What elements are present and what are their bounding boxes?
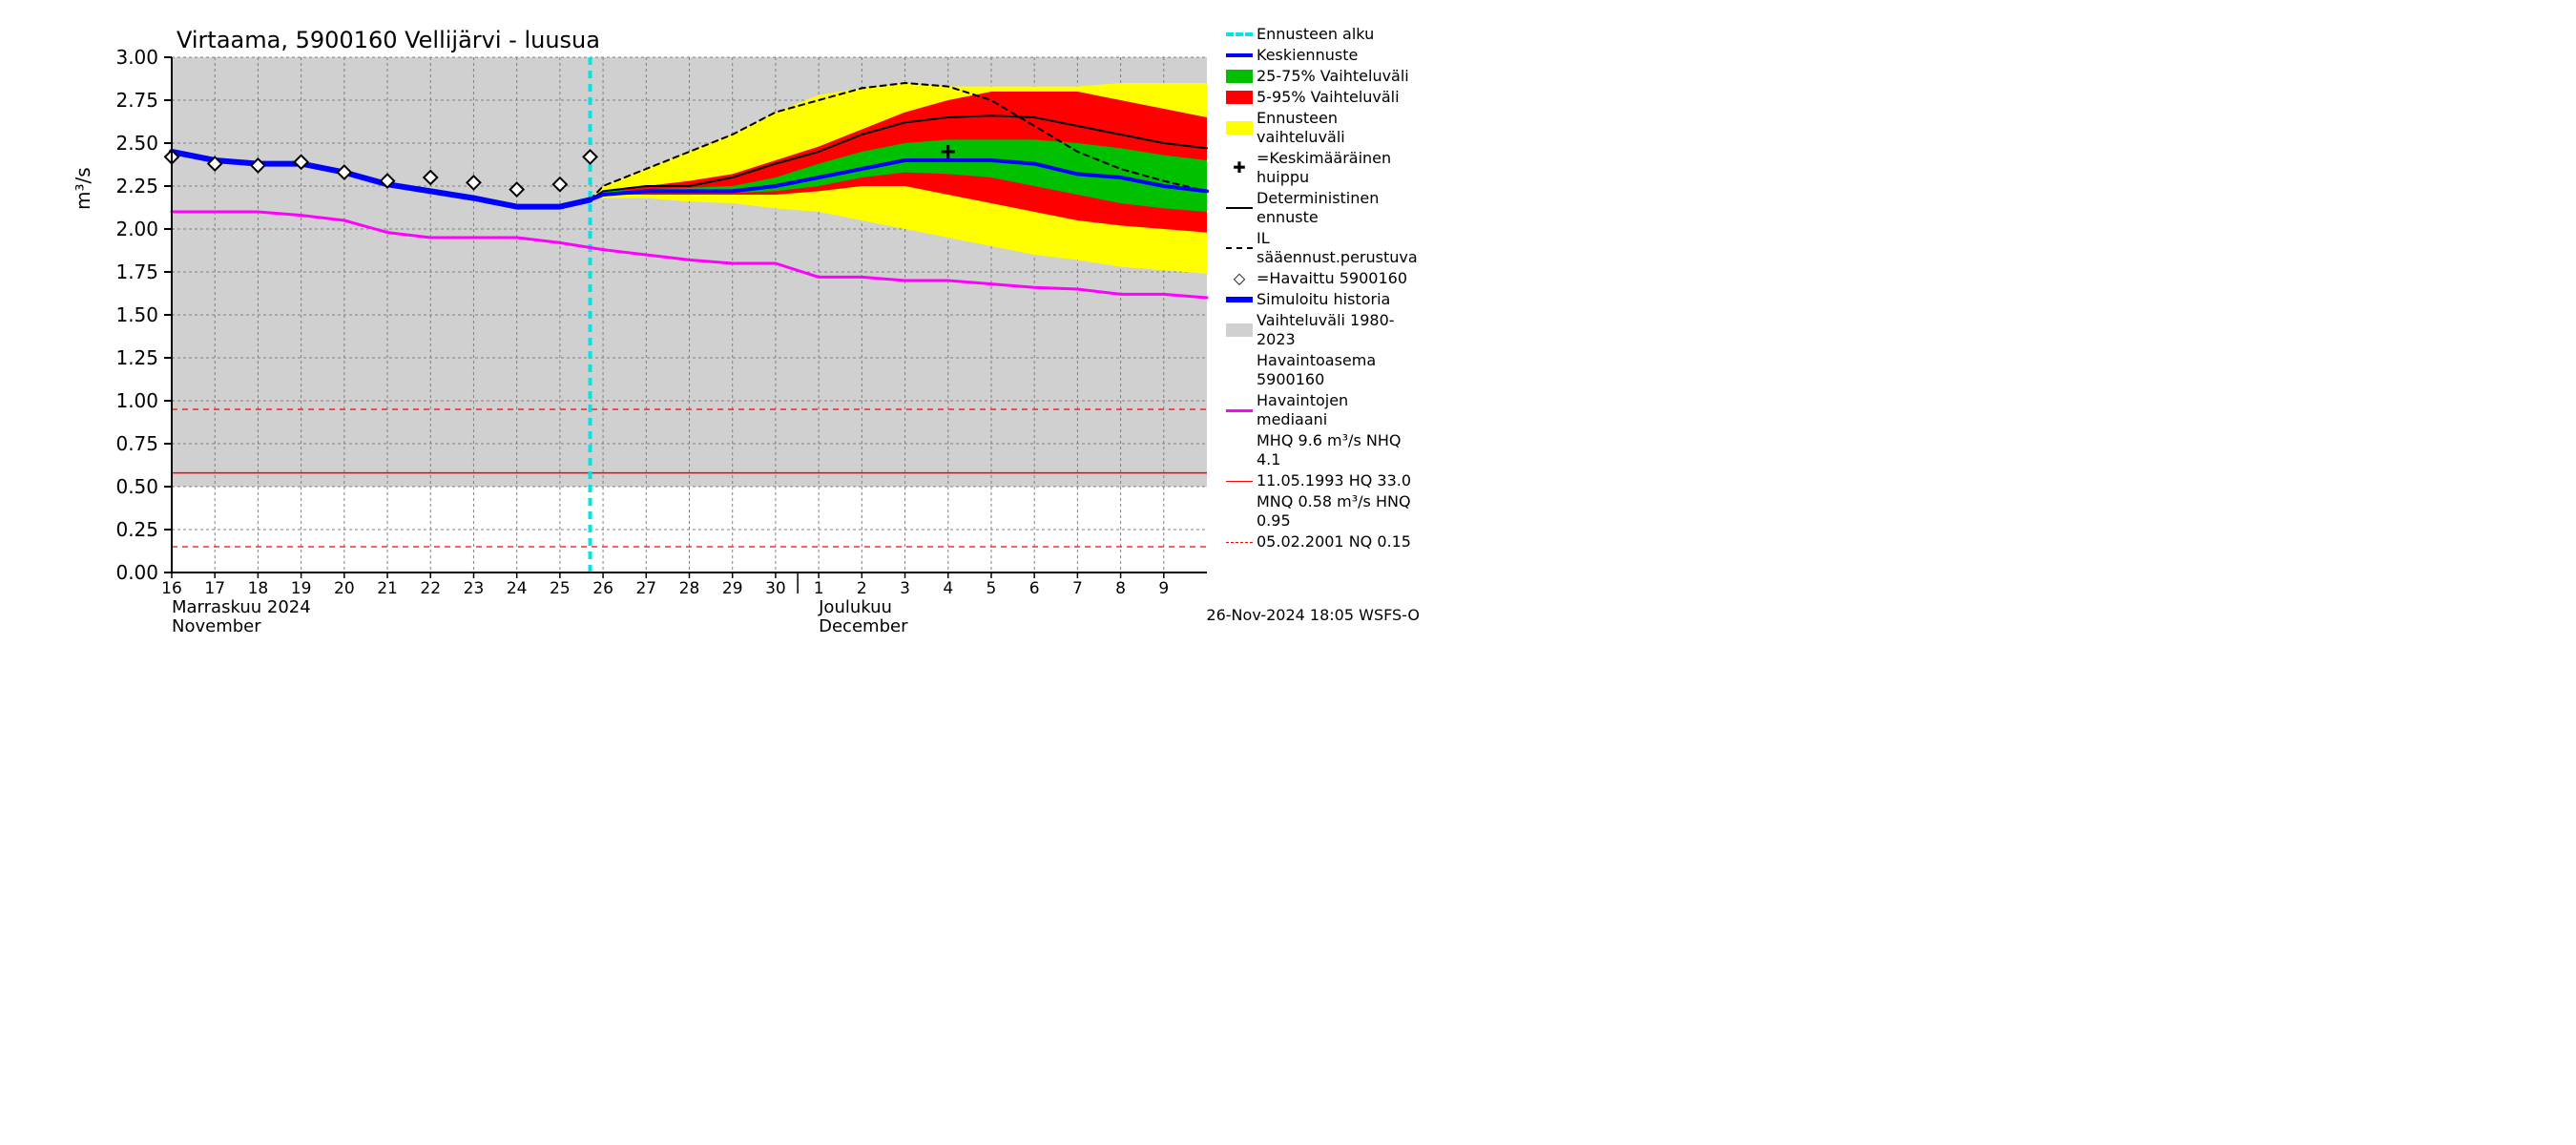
legend-item: MHQ 9.6 m³/s NHQ 4.1 bbox=[1226, 431, 1422, 469]
x-tick-label: 26 bbox=[592, 579, 613, 598]
legend-label: MNQ 0.58 m³/s HNQ 0.95 bbox=[1257, 492, 1422, 531]
legend-label: Havaintojen mediaani bbox=[1257, 391, 1422, 429]
footer-timestamp: 26-Nov-2024 18:05 WSFS-O bbox=[1206, 606, 1420, 624]
legend-swatch bbox=[1226, 70, 1253, 83]
y-tick-label: 2.50 bbox=[115, 132, 158, 155]
legend-label: Ennusteen vaihteluväli bbox=[1257, 109, 1422, 147]
legend-label: Simuloitu historia bbox=[1257, 290, 1422, 309]
legend-swatch bbox=[1226, 297, 1253, 302]
x-tick-label: 5 bbox=[987, 579, 997, 598]
legend-swatch bbox=[1226, 121, 1253, 135]
legend: Ennusteen alku Keskiennuste 25-75% Vaihtel… bbox=[1226, 25, 1422, 553]
x-tick-label: 17 bbox=[204, 579, 225, 598]
chart-title: Virtaama, 5900160 Vellijärvi - luusua bbox=[177, 27, 600, 53]
legend-item: Ennusteen vaihteluväli bbox=[1226, 109, 1422, 147]
x-tick-label: 16 bbox=[161, 579, 182, 598]
legend-label: =Keskimääräinen huippu bbox=[1257, 149, 1422, 187]
legend-item: 5-95% Vaihteluväli bbox=[1226, 88, 1422, 107]
x-tick-label: 3 bbox=[900, 579, 910, 598]
y-tick-label: 0.00 bbox=[115, 561, 158, 584]
chart-container: Virtaama, 5900160 Vellijärvi - luusua Vi… bbox=[0, 0, 1431, 635]
x-tick-label: 18 bbox=[248, 579, 269, 598]
x-tick-label: 4 bbox=[943, 579, 953, 598]
legend-label: Havaintoasema 5900160 bbox=[1257, 351, 1422, 389]
y-tick-label: 1.00 bbox=[115, 389, 158, 412]
legend-item: 11.05.1993 HQ 33.0 bbox=[1226, 471, 1422, 490]
legend-swatch: ◇ bbox=[1226, 272, 1253, 285]
y-tick-label: 1.75 bbox=[115, 260, 158, 283]
legend-item: 05.02.2001 NQ 0.15 bbox=[1226, 532, 1422, 552]
legend-label: Ennusteen alku bbox=[1257, 25, 1422, 44]
y-tick-label: 2.00 bbox=[115, 218, 158, 240]
legend-swatch bbox=[1226, 53, 1253, 57]
legend-item: Deterministinen ennuste bbox=[1226, 189, 1422, 227]
legend-label: Deterministinen ennuste bbox=[1257, 189, 1422, 227]
legend-label: Keskiennuste bbox=[1257, 46, 1422, 65]
y-tick-label: 1.25 bbox=[115, 346, 158, 369]
x-tick-label: 27 bbox=[635, 579, 656, 598]
x-tick-label: 23 bbox=[464, 579, 485, 598]
legend-swatch bbox=[1226, 323, 1253, 337]
x-tick-label: 9 bbox=[1158, 579, 1169, 598]
legend-label: Vaihteluväli 1980-2023 bbox=[1257, 311, 1422, 349]
month-label-fi: Marraskuu 2024 bbox=[172, 597, 311, 617]
y-tick-label: 0.25 bbox=[115, 518, 158, 541]
legend-item: 25-75% Vaihteluväli bbox=[1226, 67, 1422, 86]
x-tick-label: 21 bbox=[377, 579, 398, 598]
legend-swatch bbox=[1226, 409, 1253, 412]
x-tick-label: 1 bbox=[814, 579, 824, 598]
plot-svg: 0.00 0.25 0.50 0.75 1.00 1.25 1.50 1.75 2.00 2.25… bbox=[0, 0, 1431, 635]
legend-label: 25-75% Vaihteluväli bbox=[1257, 67, 1422, 86]
x-tick-label: 28 bbox=[679, 579, 700, 598]
legend-item: MNQ 0.58 m³/s HNQ 0.95 bbox=[1226, 492, 1422, 531]
legend-label: MHQ 9.6 m³/s NHQ 4.1 bbox=[1257, 431, 1422, 469]
legend-label: 05.02.2001 NQ 0.15 bbox=[1257, 532, 1422, 552]
legend-label: =Havaittu 5900160 bbox=[1257, 269, 1422, 288]
y-tick-label: 3.00 bbox=[115, 46, 158, 69]
legend-swatch bbox=[1226, 207, 1253, 209]
x-tick-label: 7 bbox=[1072, 579, 1083, 598]
legend-item: IL sääennust.perustuva bbox=[1226, 229, 1422, 267]
month-label-en: November bbox=[172, 616, 261, 635]
x-tick-label: 19 bbox=[291, 579, 312, 598]
legend-item: Havaintojen mediaani bbox=[1226, 391, 1422, 429]
x-tick-label: 25 bbox=[550, 579, 571, 598]
month-label-en: December bbox=[819, 616, 908, 635]
x-tick-label: 22 bbox=[420, 579, 441, 598]
legend-item: Simuloitu historia bbox=[1226, 290, 1422, 309]
legend-item: Havaintoasema 5900160 bbox=[1226, 351, 1422, 389]
legend-swatch: ✚ bbox=[1226, 161, 1253, 175]
y-tick-label: 1.50 bbox=[115, 303, 158, 326]
legend-item: Vaihteluväli 1980-2023 bbox=[1226, 311, 1422, 349]
y-tick-label: 2.75 bbox=[115, 89, 158, 112]
legend-swatch bbox=[1226, 481, 1253, 482]
legend-swatch bbox=[1226, 32, 1253, 36]
legend-swatch bbox=[1226, 91, 1253, 104]
legend-item: Keskiennuste bbox=[1226, 46, 1422, 65]
month-label-fi: Joulukuu bbox=[818, 597, 892, 617]
x-tick-label: 8 bbox=[1115, 579, 1126, 598]
legend-item: ✚ =Keskimääräinen huippu bbox=[1226, 149, 1422, 187]
legend-swatch bbox=[1226, 542, 1253, 543]
x-tick-label: 29 bbox=[722, 579, 743, 598]
x-tick-label: 30 bbox=[765, 579, 786, 598]
y-tick-label: 0.50 bbox=[115, 475, 158, 498]
legend-label: 5-95% Vaihteluväli bbox=[1257, 88, 1422, 107]
x-tick-label: 24 bbox=[507, 579, 528, 598]
legend-label: IL sääennust.perustuva bbox=[1257, 229, 1422, 267]
legend-item: Ennusteen alku bbox=[1226, 25, 1422, 44]
y-tick-label: 0.75 bbox=[115, 432, 158, 455]
legend-label: 11.05.1993 HQ 33.0 bbox=[1257, 471, 1422, 490]
legend-swatch bbox=[1226, 247, 1253, 249]
y-tick-label: 2.25 bbox=[115, 175, 158, 198]
legend-item: ◇ =Havaittu 5900160 bbox=[1226, 269, 1422, 288]
x-tick-label: 20 bbox=[334, 579, 355, 598]
x-tick-label: 2 bbox=[857, 579, 867, 598]
y-axis-unit: m³/s bbox=[72, 167, 94, 210]
x-tick-label: 6 bbox=[1029, 579, 1040, 598]
